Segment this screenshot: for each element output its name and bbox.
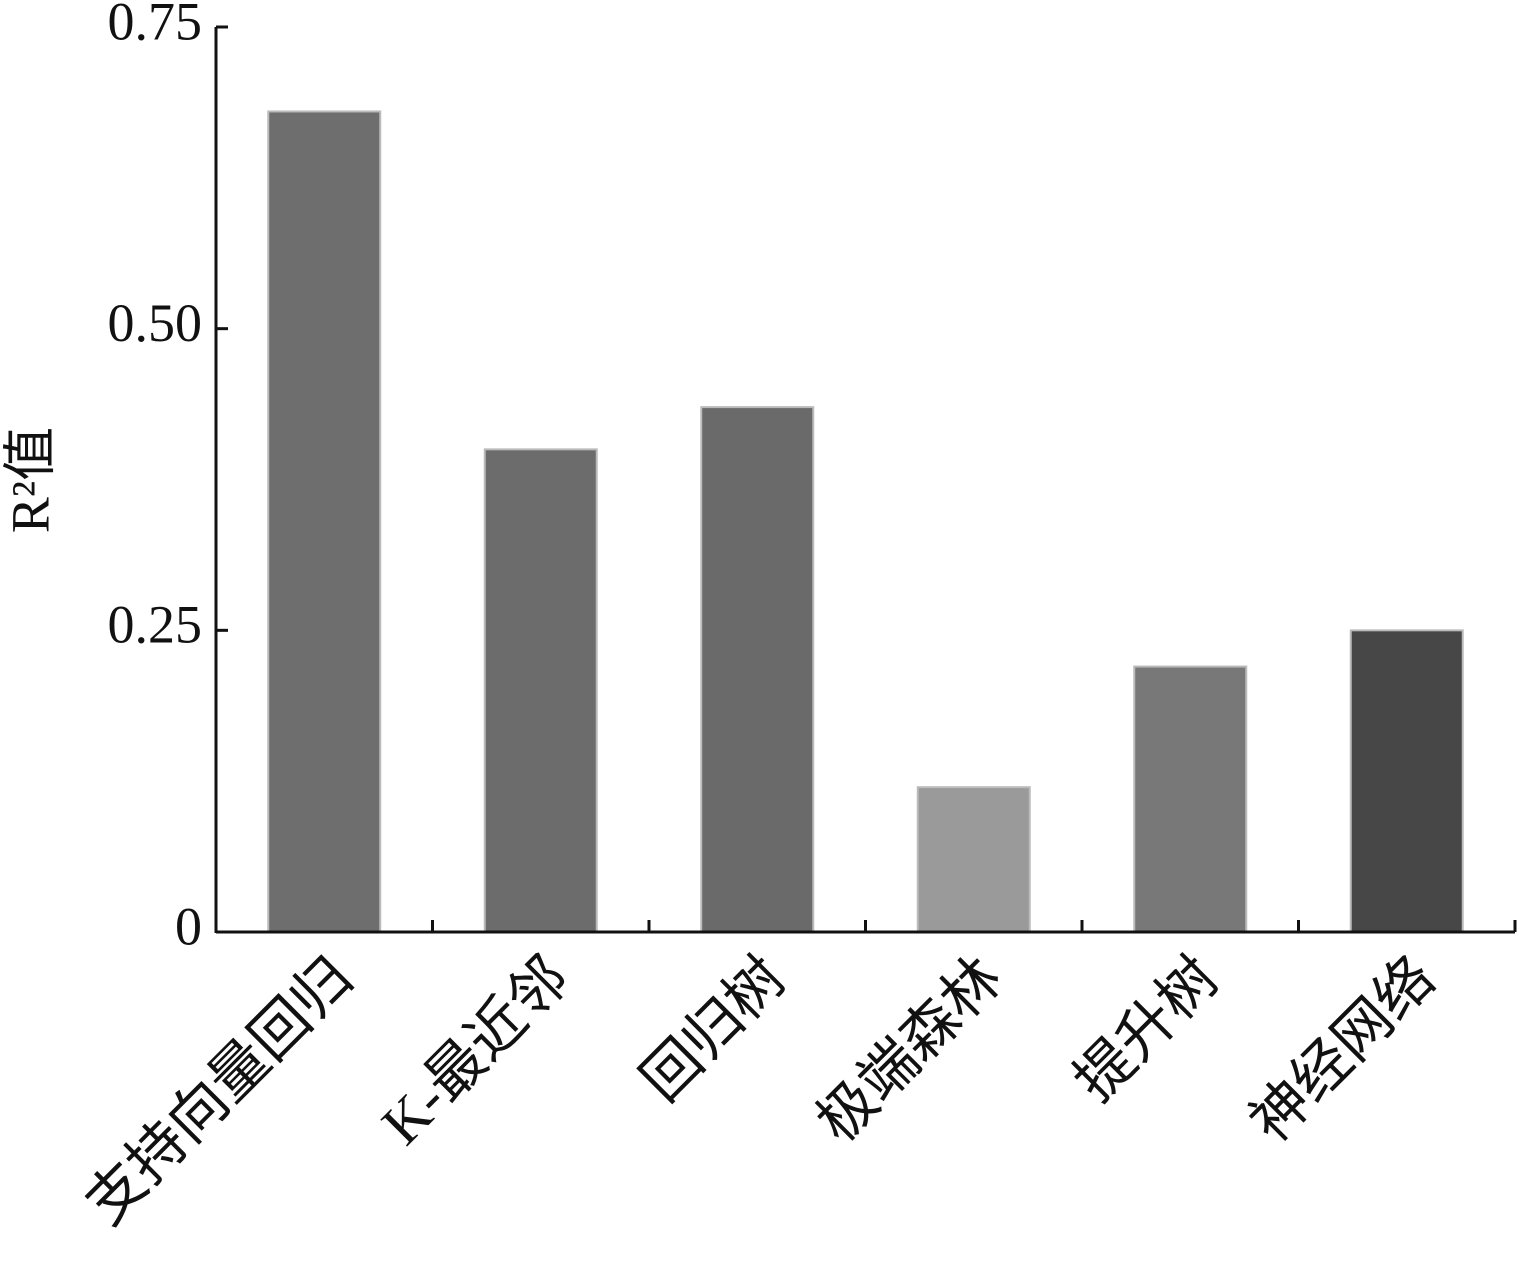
bar bbox=[267, 110, 382, 933]
y-tick-label: 0.50 bbox=[108, 293, 203, 353]
x-tick-label: 提升树 bbox=[1062, 945, 1231, 1114]
bar bbox=[916, 786, 1031, 934]
y-tick-label: 0.75 bbox=[108, 0, 203, 51]
x-tick-label: K-最近邻 bbox=[369, 945, 581, 1157]
y-tick-label: 0 bbox=[175, 896, 202, 956]
bar bbox=[700, 406, 815, 934]
y-axis-label: R²值 bbox=[0, 427, 60, 533]
x-tick-label: 支持向量回归 bbox=[73, 945, 365, 1237]
bar bbox=[483, 448, 598, 933]
x-tick-label: 回归树 bbox=[629, 945, 798, 1114]
y-tick-label: 0.25 bbox=[108, 595, 203, 655]
x-tick-label: 神经网络 bbox=[1237, 945, 1447, 1155]
x-tick-label: 极端森林 bbox=[804, 945, 1014, 1155]
bar bbox=[1133, 665, 1248, 933]
bar bbox=[1349, 629, 1464, 933]
